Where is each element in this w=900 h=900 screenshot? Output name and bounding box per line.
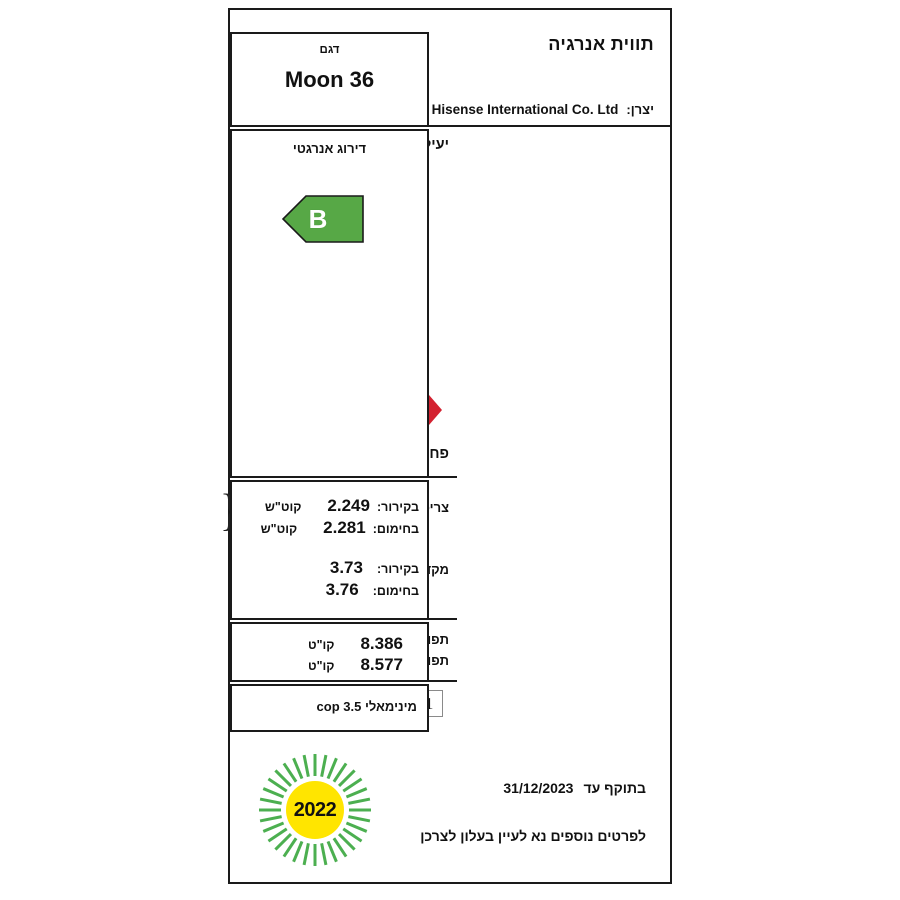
energy-rating-caption: דירוג אנרגטי: [292, 141, 367, 156]
cooling-capacity-unit: קו"ט: [307, 638, 335, 652]
cop-cooling-key: בקירור:: [376, 562, 419, 576]
consumption-cooling-unit: קוט"ש: [264, 500, 302, 514]
cop-cooling-row: בקירור: 3.73: [330, 558, 419, 578]
model-box: דגם Moon 36: [230, 32, 429, 127]
validity-label: בתוקף עד: [583, 780, 646, 796]
manufacturer-label: יצרן:: [626, 102, 654, 117]
energy-rating-box: דירוג אנרגטי B: [230, 129, 429, 478]
manufacturer-value: Hisense International Co. Ltd: [431, 102, 619, 117]
energy-rating-badge: B: [282, 195, 364, 243]
cop-heating-row: בחימום: 3.76: [326, 580, 419, 600]
consumption-cooling-value: 2.249: [327, 496, 370, 515]
heating-capacity-unit: קו"ט: [307, 659, 335, 673]
model-name: Moon 36: [284, 67, 375, 92]
footer-section: בתוקף עד 31/12/2023 לפרטים נוספים נא לעי…: [230, 742, 670, 882]
cop-heating-key: בחימום:: [372, 584, 419, 598]
consumption-cooling-row: בקירור: 2.249 קוט"ש: [265, 496, 419, 516]
page-title: תווית אנרגיה: [548, 34, 654, 54]
minimum-cop-box: מינימאלי cop 3.5: [230, 684, 429, 732]
sun-year-text: 2022: [293, 798, 337, 821]
validity-date: 31/12/2023: [503, 780, 574, 796]
heating-capacity-value: 8.577: [360, 655, 403, 674]
minimum-cop-text: מינימאלי cop 3.5: [316, 699, 417, 714]
cop-heating-value: 3.76: [325, 580, 359, 599]
manufacturer-row: יצרן: Hisense International Co. Ltd: [432, 102, 654, 117]
consumption-values-box: בקירור: 2.249 קוט"ש בחימום: 2.281 קוט"ש …: [230, 480, 429, 620]
cooling-capacity-row: 8.386 קו"ט: [308, 634, 403, 654]
consumption-heating-value: 2.281: [323, 518, 366, 537]
energy-label: תווית אנרגיה יצרן: Hisense International…: [220, 8, 672, 884]
capacity-values-box: 8.386 קו"ט 8.577 קו"ט: [230, 622, 429, 682]
header-band: תווית אנרגיה יצרן: Hisense International…: [230, 10, 670, 127]
energy-rating-letter: B: [308, 203, 328, 234]
consumption-heating-unit: קוט"ש: [260, 522, 298, 536]
consumption-cooling-key: בקירור:: [376, 500, 419, 514]
cooling-capacity-value: 8.386: [360, 634, 403, 653]
validity-row: בתוקף עד 31/12/2023: [503, 780, 646, 796]
more-info-text: לפרטים נוספים נא לעיין בעלון לצרכן: [420, 828, 646, 844]
heating-capacity-row: 8.577 קו"ט: [308, 655, 403, 675]
sun-year-badge: 2022: [255, 750, 375, 870]
consumption-heating-row: בחימום: 2.281 קוט"ש: [261, 518, 419, 538]
model-caption: דגם: [319, 44, 340, 56]
consumption-heating-key: בחימום:: [372, 522, 419, 536]
cop-cooling-value: 3.73: [329, 558, 363, 577]
